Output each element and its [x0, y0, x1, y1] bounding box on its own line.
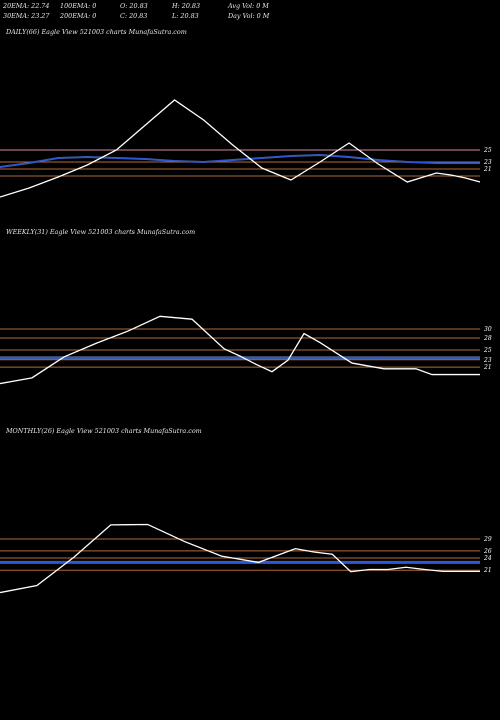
header-100ema: 100EMA: 0: [60, 2, 97, 10]
daily-ytick-label: 21: [483, 166, 492, 173]
daily-title: DAILY(66) Eagle View 521003 charts Munaf…: [6, 28, 187, 36]
weekly-ytick-label: 23: [483, 357, 492, 364]
monthly-title: MONTHLY(26) Eagle View 521003 charts Mun…: [6, 427, 202, 435]
daily-ytick-label: 25: [483, 147, 492, 154]
weekly-price-line: [0, 315, 480, 385]
header-30ema: 30EMA: 23.27: [3, 12, 50, 20]
header-200ema: 200EMA: 0: [60, 12, 97, 20]
header-open: O: 20.83: [120, 2, 148, 10]
monthly-ytick-label: 24: [483, 555, 492, 562]
header-low: L: 20.83: [172, 12, 199, 20]
header-high: H: 20.83: [172, 2, 201, 10]
weekly-title: WEEKLY(31) Eagle View 521003 charts Muna…: [6, 228, 196, 236]
monthly-price-line: [0, 523, 480, 594]
monthly-ytick-label: 29: [483, 536, 492, 543]
header-avg-vol: Avg Vol: 0 M: [228, 2, 269, 10]
header-close: C: 20.83: [120, 12, 148, 20]
monthly-ytick-label: 21: [483, 567, 492, 574]
monthly-ytick-label: 26: [483, 548, 492, 555]
header-day-vol: Day Vol: 0 M: [228, 12, 270, 20]
daily-ema-line: [0, 154, 480, 168]
weekly-ytick-label: 30: [484, 326, 492, 333]
weekly-ytick-label: 28: [483, 335, 492, 342]
weekly-ytick-label: 25: [483, 347, 492, 354]
daily-ytick-label: 23: [483, 159, 492, 166]
daily-price-line: [0, 99, 481, 198]
header-20ema: 20EMA: 22.74: [3, 2, 50, 10]
weekly-ytick-label: 21: [483, 364, 492, 371]
